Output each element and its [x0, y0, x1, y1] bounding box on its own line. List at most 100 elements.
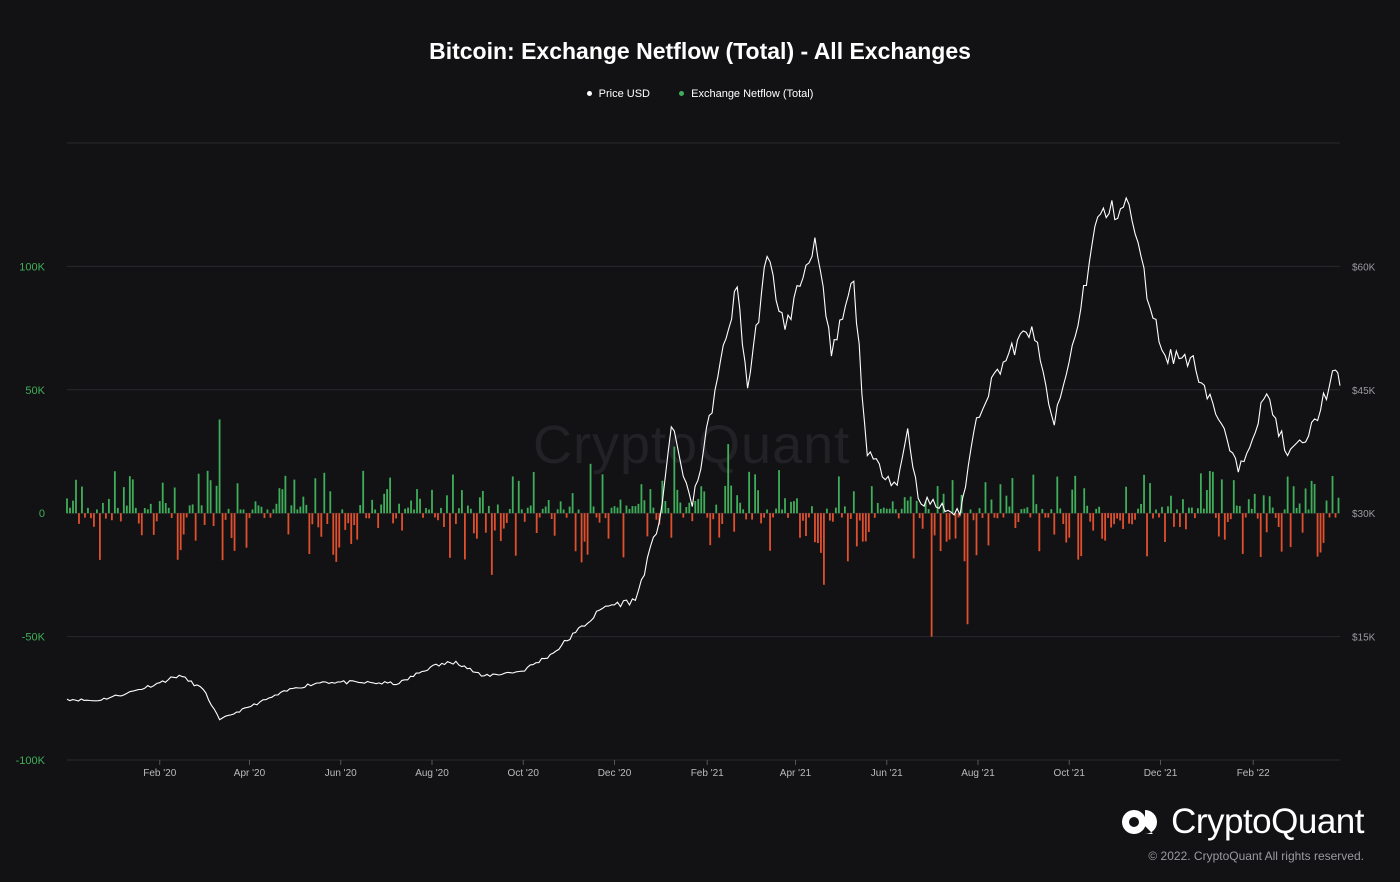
netflow-bar — [778, 470, 780, 514]
netflow-bar — [766, 509, 768, 514]
netflow-bar — [559, 501, 562, 514]
netflow-bar — [930, 513, 933, 637]
netflow-bar — [116, 507, 119, 514]
netflow-bar — [1062, 513, 1065, 524]
netflow-bar — [107, 498, 110, 514]
netflow-bar — [1071, 489, 1074, 514]
netflow-bar — [469, 508, 472, 514]
netflow-bar — [215, 485, 218, 514]
netflow-bar — [1164, 513, 1166, 543]
netflow-bar — [308, 513, 311, 555]
netflow-bar — [873, 513, 876, 518]
netflow-bar — [437, 513, 439, 521]
netflow-bar — [1053, 513, 1056, 535]
netflow-bar — [496, 504, 499, 514]
netflow-bar — [511, 476, 514, 514]
netflow-bar — [1292, 486, 1295, 514]
netflow-bar — [553, 513, 556, 536]
x-axis-tick-label: Apr '20 — [234, 768, 266, 779]
netflow-bar — [694, 501, 697, 514]
netflow-bar — [1158, 513, 1160, 518]
netflow-bar — [643, 500, 646, 514]
netflow-bar — [200, 505, 203, 514]
netflow-bar — [718, 513, 721, 538]
netflow-bar — [1211, 471, 1214, 514]
netflow-bar — [218, 419, 221, 514]
legend-item-price[interactable]: Price USD — [586, 88, 650, 100]
netflow-bar — [335, 513, 338, 562]
netflow-bar — [1283, 509, 1286, 514]
netflow-bar — [478, 497, 481, 514]
legend-label-netflow: Exchange Netflow (Total) — [691, 88, 814, 100]
x-axis-tick-label: Oct '20 — [508, 768, 540, 779]
netflow-bar — [646, 513, 649, 537]
netflow-bar — [275, 503, 278, 514]
netflow-bar — [655, 513, 658, 520]
netflow-bar — [1125, 486, 1127, 514]
netflow-bar — [565, 513, 568, 518]
netflow-bar — [484, 513, 487, 533]
netflow-bar — [1047, 513, 1050, 518]
netflow-bar — [993, 513, 996, 518]
x-axis-tick-label: Jun '20 — [325, 768, 357, 779]
netflow-bar — [230, 513, 233, 539]
netflow-bar — [1086, 505, 1089, 514]
netflow-bar — [1011, 478, 1014, 514]
netflow-bar — [359, 505, 362, 514]
netflow-bar — [682, 513, 685, 518]
netflow-bar — [499, 513, 502, 542]
netflow-bar — [69, 507, 71, 514]
netflow-bar — [481, 490, 484, 514]
netflow-bar — [1077, 513, 1080, 560]
netflow-bar — [909, 496, 912, 514]
netflow-bar — [1005, 495, 1008, 514]
netflow-bar — [326, 513, 329, 525]
netflow-bar — [1256, 513, 1259, 519]
netflow-bar — [455, 513, 457, 524]
netflow-bar — [637, 503, 640, 514]
netflow-bar — [969, 509, 972, 514]
netflow-bar — [502, 513, 505, 529]
netflow-bar — [1152, 513, 1154, 519]
netflow-bar — [1032, 474, 1035, 514]
netflow-bar — [1038, 513, 1041, 552]
netflow-bar — [428, 509, 430, 514]
legend-item-netflow[interactable]: Exchange Netflow (Total) — [679, 88, 813, 100]
netflow-bar — [472, 513, 475, 534]
left-axis-tick-label: -100K — [16, 755, 46, 767]
netflow-bar — [760, 513, 762, 524]
netflow-bar — [96, 509, 98, 514]
netflow-bar — [1146, 513, 1148, 557]
x-axis-tick-label: Feb '21 — [691, 768, 724, 779]
netflow-bar — [754, 474, 757, 514]
netflow-bar — [586, 513, 589, 555]
netflow-bar — [1277, 513, 1280, 527]
netflow-bar — [296, 509, 299, 514]
netflow-bar — [93, 513, 95, 527]
netflow-bar — [790, 501, 792, 514]
netflow-bar — [1295, 507, 1298, 514]
netflow-bar — [574, 513, 577, 552]
netflow-bar — [461, 490, 463, 514]
netflow-bar — [1035, 504, 1038, 514]
netflow-bar — [1101, 513, 1104, 539]
netflow-bar — [811, 506, 813, 514]
netflow-bar — [290, 505, 293, 514]
netflow-bar — [739, 502, 742, 514]
netflow-bar — [443, 513, 445, 528]
netflow-bar — [323, 472, 326, 514]
netflow-bar — [1026, 507, 1029, 514]
netflow-bar — [939, 513, 942, 552]
netflow-bar — [703, 491, 706, 514]
netflow-bar — [679, 502, 682, 514]
netflow-bar — [523, 513, 526, 522]
netflow-bar — [846, 513, 849, 562]
left-axis-tick-label: 50K — [25, 385, 45, 397]
netflow-bar — [793, 501, 795, 514]
netflow-bar — [984, 482, 987, 514]
netflow-bar — [1170, 495, 1172, 514]
netflow-bar — [691, 513, 694, 522]
netflow-bar — [544, 506, 547, 514]
netflow-bar — [401, 513, 403, 531]
netflow-bar — [517, 480, 520, 514]
